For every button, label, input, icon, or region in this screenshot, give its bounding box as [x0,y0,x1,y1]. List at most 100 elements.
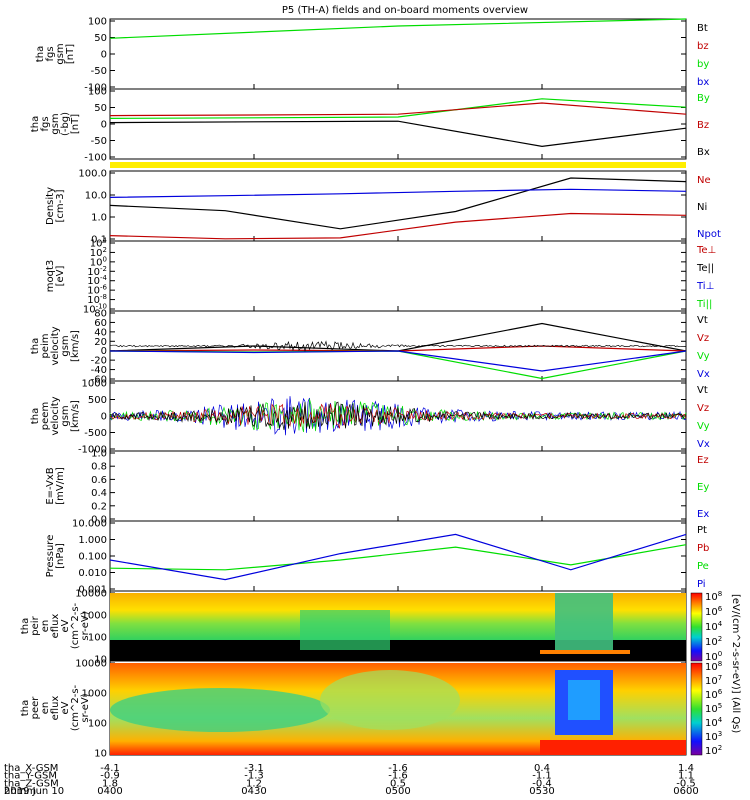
ephem-value: -0.5 [676,778,696,789]
y-tick-exponent: -6 [100,284,108,292]
ion-colorbar [690,592,703,662]
y-axis-label: tha [30,338,41,354]
y-axis-label: E=-VxB [45,467,56,504]
y-tick-label: 0.1 [91,235,107,246]
y-axis-label: peir [30,615,41,635]
y-tick-label: -500 [84,428,107,439]
y-axis-label: fgs [40,116,51,131]
legend-blue: bx [697,77,709,88]
y-tick-label: 20 [94,337,107,348]
y-tick-exponent: -8 [100,293,107,301]
y-axis-label: gsm [55,43,66,64]
legend-green: Ti|| [696,299,712,310]
y-axis-label: [nT] [65,44,76,64]
y-tick-label: 1.0 [91,449,107,460]
colorbar-tick: 108 [705,590,722,603]
ephem-value: -0.9 [100,771,120,782]
series-Ne [109,212,687,240]
y-axis-label: Pressure [45,535,56,578]
y-axis-label: [eV] [55,266,66,287]
panel-fgs_gsm: 100 50 0 -50 -100 tha fgs gsm [nT] Bt bz by bx [35,17,709,94]
y-axis-label: gsm [60,335,71,356]
legend-red: Bz [697,120,709,131]
legend-red: Ne [697,175,711,186]
electron-colorbar [690,662,703,756]
colorbar-tick-exponent: 7 [718,674,722,682]
y-axis-label: velocity [50,396,61,435]
panel-efield: 1.0 0.8 0.6 0.4 0.2 0.0 E=-VxB [mV/m] Ez Ey Ex [45,449,709,526]
y-axis-label: velocity [50,326,61,365]
y-tick-label: 10.000 [72,519,107,530]
series-Bz [109,102,687,117]
y-tick-label: 0 [101,412,107,423]
y-tick-label: 0.4 [91,488,107,499]
y-axis-label: tha [30,116,41,132]
ephem-value: 0400 [97,786,122,797]
y-tick-label: 50 [94,33,107,44]
legend-blue: Ti⊥ [696,281,714,292]
y-tick-exponent: 4 [103,237,108,245]
y-tick-label: 50 [94,103,107,114]
y-axis-label: tha [30,408,41,424]
trace-blue [109,396,687,436]
trace-black [110,340,687,352]
y-axis-label: [nT] [70,114,81,134]
y-tick-label: 0 [101,50,107,61]
ephem-value: 1.4 [678,763,694,774]
figure-title: P5 (TH-A) fields and on-board moments ov… [282,5,528,16]
legend-blue: Vx [697,369,710,380]
ephem-value: 0500 [385,786,410,797]
y-axis-label: [km/s] [70,400,81,432]
y-tick-label: 10.0 [85,191,107,202]
ephem-value: -1.3 [244,771,264,782]
legend-blue: Npot [697,229,721,240]
y-axis-label: sr-eV) [80,611,91,640]
y-tick-label: 0.2 [91,501,107,512]
ephem-value: -1.6 [388,771,408,782]
electron-spectrogram [110,663,686,755]
y-axis-label: peim [40,333,51,358]
y-axis-label: peem [40,402,51,430]
y-axis-label: moqt3 [45,260,56,293]
legend-blue: Vx [697,439,710,450]
legend-red: Pb [697,543,709,554]
legend-blue: Pi [697,579,706,590]
y-tick-label: 100 [88,633,107,644]
ephem-value: 0530 [529,786,554,797]
y-axis-label: (cm^2-s- [70,602,81,649]
colorbar-tick: 105 [705,702,722,715]
y-axis-label: eflux [50,696,61,721]
colorbar-tick: 104 [705,716,723,729]
y-tick-label: 1.0 [91,213,107,224]
panel-frame [109,88,687,160]
colorbar-tick-exponent: 4 [718,716,723,724]
colorbar-tick-exponent: 2 [718,744,722,752]
ephem-value: 1.8 [102,778,118,789]
ephemeris-axis: tha_X-GSMtha_Y-GSMtha_Z-GSMhhmm-4.1-0.91… [4,763,699,797]
panel-frame [109,240,687,312]
colorbar-tick: 104 [705,620,723,633]
panel-fgs_gsm_bg: 100 50 0 -50 -100 tha fgs gsm (-bg) [nT] By Bz Bx [30,87,710,164]
legend-green: By [697,93,710,104]
y-axis-label: en [40,620,51,633]
ephem-value: 0.5 [390,778,406,789]
colorbar-tick-exponent: 5 [718,702,722,710]
legend-red: Te⊥ [696,245,716,256]
colorbar-tick: 107 [705,674,722,687]
y-axis-label: sr-eV) [80,693,91,722]
ephem-row-label: tha_X-GSM [4,763,58,774]
y-tick-label: 0.6 [91,475,107,486]
y-tick-exponent: -2 [100,265,107,273]
ephem-row-label: tha_Z-GSM [4,778,59,789]
panel-frame [109,520,687,592]
y-tick-label: 100 [88,719,107,730]
y-tick-label: 0.8 [91,462,107,473]
colorbar-tick-exponent: 4 [718,620,723,628]
y-tick-label: -50 [91,66,107,77]
y-axis-label: eV [60,619,71,632]
legend-black: Bx [697,147,710,158]
y-tick-label: 1.000 [78,535,107,546]
legend-black: Te|| [696,263,714,274]
y-tick-label: 0.100 [78,552,107,563]
